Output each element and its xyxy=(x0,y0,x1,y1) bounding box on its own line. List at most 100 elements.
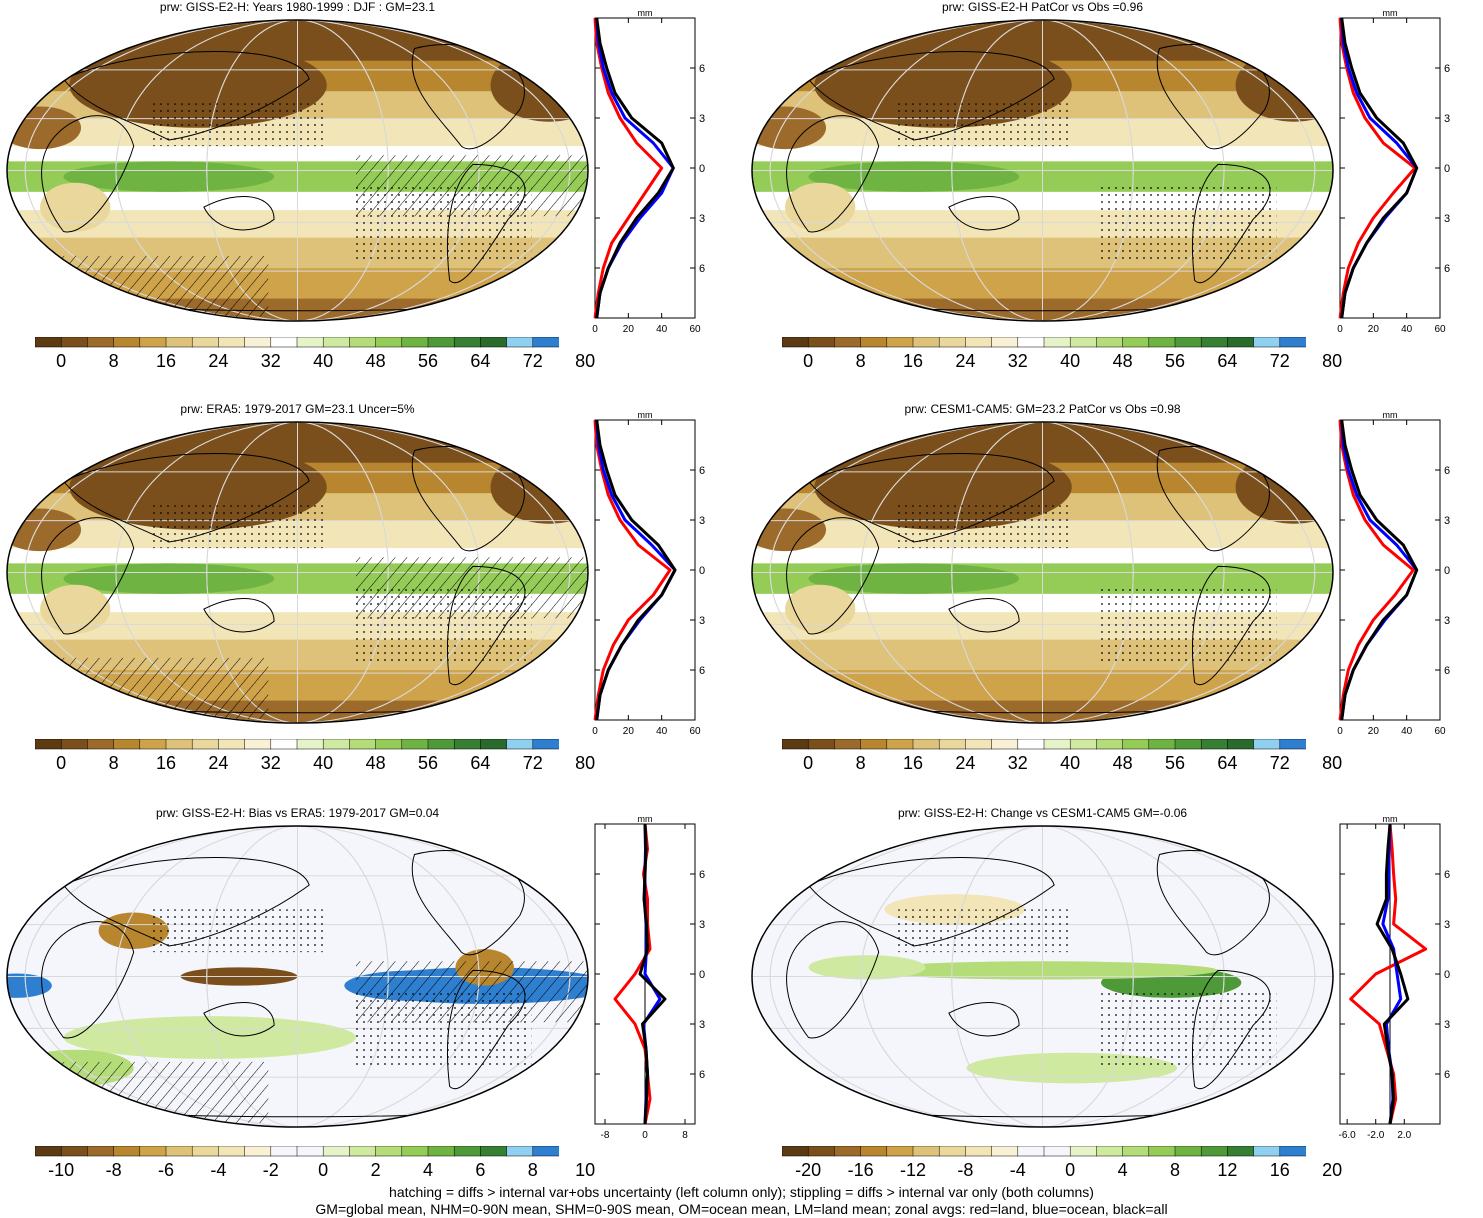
lat-tick-label: 0 xyxy=(699,565,705,577)
colorbar-swatch xyxy=(165,739,193,750)
colorbar-swatch xyxy=(886,1146,914,1157)
zonal-mean-plot: mm 60N 30N 0 30S 60S 0 20 40 60 xyxy=(592,8,705,335)
colorbar-swatch xyxy=(322,1146,351,1157)
colorbar-tick-label: 16 xyxy=(155,753,177,773)
colorbar-swatch xyxy=(1253,739,1281,750)
zonal-x-tick-label: 2.0 xyxy=(1397,1130,1411,1141)
lat-tick-label: 60N xyxy=(1444,465,1450,477)
lat-tick-label: 30S xyxy=(699,615,705,627)
colorbar-tick-label: 80 xyxy=(1322,351,1343,371)
colorbar-swatch xyxy=(1017,739,1045,750)
colorbar-tick-label: -6 xyxy=(157,1160,174,1180)
colorbar-tick-label: 56 xyxy=(417,351,439,371)
colorbar-swatch xyxy=(1200,1146,1229,1157)
zonal-x-tick-label: 0 xyxy=(642,1130,648,1141)
colorbar-tick-label: 8 xyxy=(527,1160,538,1180)
colorbar-swatch xyxy=(532,1146,559,1157)
zonal-x-tick-label: 20 xyxy=(1368,324,1380,335)
colorbar-swatch xyxy=(1017,337,1045,348)
zonal-x-tick-label: 60 xyxy=(1434,726,1446,737)
zonal-x-tick-label: 0 xyxy=(592,324,598,335)
zonal-unit-label: mm xyxy=(638,8,653,18)
colorbar-swatch xyxy=(965,1146,993,1157)
colorbar-swatch xyxy=(938,337,967,348)
colorbar-tick-label: 8 xyxy=(108,351,119,371)
colorbar-swatch xyxy=(1148,1146,1176,1157)
colorbar-swatch xyxy=(1069,1146,1098,1157)
colorbar-tick-label: 0 xyxy=(803,351,814,371)
colorbar-swatch xyxy=(1043,739,1071,750)
zonal-line-all xyxy=(595,419,677,721)
colorbar-swatches xyxy=(35,337,559,348)
colorbar-swatch xyxy=(965,739,993,750)
colorbar-swatch xyxy=(1122,337,1150,348)
colorbar-swatch xyxy=(349,337,377,348)
colorbar-swatch xyxy=(60,739,89,750)
lat-tick-label: 30S xyxy=(1444,615,1450,627)
lat-tick-label: 60S xyxy=(1444,263,1450,275)
colorbar-tick-label: -4 xyxy=(210,1160,227,1180)
colorbar-swatch xyxy=(375,739,403,750)
colorbar-swatch xyxy=(834,337,862,348)
colorbar-tick-label: 8 xyxy=(855,351,866,371)
colorbar-swatch xyxy=(1253,1146,1281,1157)
colorbar-swatch xyxy=(349,1146,377,1157)
colorbar-tick-label: -8 xyxy=(105,1160,122,1180)
colorbar-tick-label: 24 xyxy=(955,753,976,773)
colorbar-swatch xyxy=(322,739,351,750)
colorbar-swatch xyxy=(244,337,272,348)
colorbar-swatch xyxy=(1200,739,1229,750)
colorbar-swatch xyxy=(113,337,141,348)
colorbar-swatch xyxy=(270,739,298,750)
colorbar-swatch xyxy=(506,1146,534,1157)
colorbar-swatch xyxy=(1253,337,1281,348)
colorbar-tick-label: 0 xyxy=(56,351,67,371)
colorbar-swatch xyxy=(35,1146,62,1157)
colorbar-swatch xyxy=(1174,1146,1202,1157)
colorbar-swatch xyxy=(453,1146,482,1157)
zonal-mean-plot: mm 60N 30N 0 30S 60S 0 20 40 60 xyxy=(1337,8,1450,335)
colorbar-tick-label: 40 xyxy=(313,351,334,371)
colorbar-swatch xyxy=(139,337,167,348)
colorbar-tick-label: 64 xyxy=(1217,753,1238,773)
colorbar-tick-label: 6 xyxy=(475,1160,486,1180)
colorbar-swatch xyxy=(1279,1146,1306,1157)
colorbar-swatch xyxy=(1096,337,1124,348)
zonal-x-tick-label: 40 xyxy=(1401,726,1413,737)
zonal-mean-plot: mm 60N 30N 0 30S 60S -6.0 -2.0 2.0 xyxy=(1339,814,1450,1141)
colorbar-swatch xyxy=(453,739,482,750)
zonal-x-tick-label: 0 xyxy=(592,726,598,737)
colorbar-swatch xyxy=(938,739,967,750)
colorbar-tick-label: 56 xyxy=(1164,753,1186,773)
colorbar-tick-label: 40 xyxy=(313,753,334,773)
zonal-x-tick-label: 40 xyxy=(1401,324,1413,335)
colorbar-swatch xyxy=(1069,337,1098,348)
lat-tick-label: 30N xyxy=(1444,919,1450,931)
colorbar-swatch xyxy=(191,337,220,348)
colorbar-swatch xyxy=(991,739,1019,750)
colorbar-tick-label: 80 xyxy=(575,351,596,371)
colorbar-tick-label: 48 xyxy=(365,351,386,371)
lat-tick-label: 30N xyxy=(1444,515,1450,527)
colorbar-tick-label: 72 xyxy=(522,753,543,773)
colorbar-swatch xyxy=(375,1146,403,1157)
colorbar-swatch xyxy=(35,739,62,750)
zonal-x-tick-label: 0 xyxy=(1337,324,1343,335)
colorbar-tick-label: -16 xyxy=(847,1160,874,1180)
robinson-map xyxy=(751,421,1334,724)
colorbar-tick-label: 12 xyxy=(1217,1160,1238,1180)
colorbar-swatch xyxy=(782,739,809,750)
panel-title: prw: ERA5: 1979-2017 GM=23.1 Uncer=5% xyxy=(180,402,415,416)
robinson-map xyxy=(6,825,589,1128)
lat-tick-label: 60S xyxy=(699,665,705,677)
colorbar-swatch xyxy=(401,739,429,750)
lat-tick-label: 30S xyxy=(1444,213,1450,225)
colorbar-tick-label: 32 xyxy=(260,351,281,371)
colorbar-tick-label: 0 xyxy=(1065,1160,1076,1180)
colorbar-swatch xyxy=(165,1146,193,1157)
colorbar-swatch xyxy=(991,1146,1019,1157)
colorbar-swatches xyxy=(782,739,1306,750)
map-field xyxy=(752,826,1333,1127)
colorbar-tick-label: 56 xyxy=(417,753,439,773)
panel-title: prw: CESM1-CAM5: GM=23.2 PatCor vs Obs =… xyxy=(904,402,1181,416)
